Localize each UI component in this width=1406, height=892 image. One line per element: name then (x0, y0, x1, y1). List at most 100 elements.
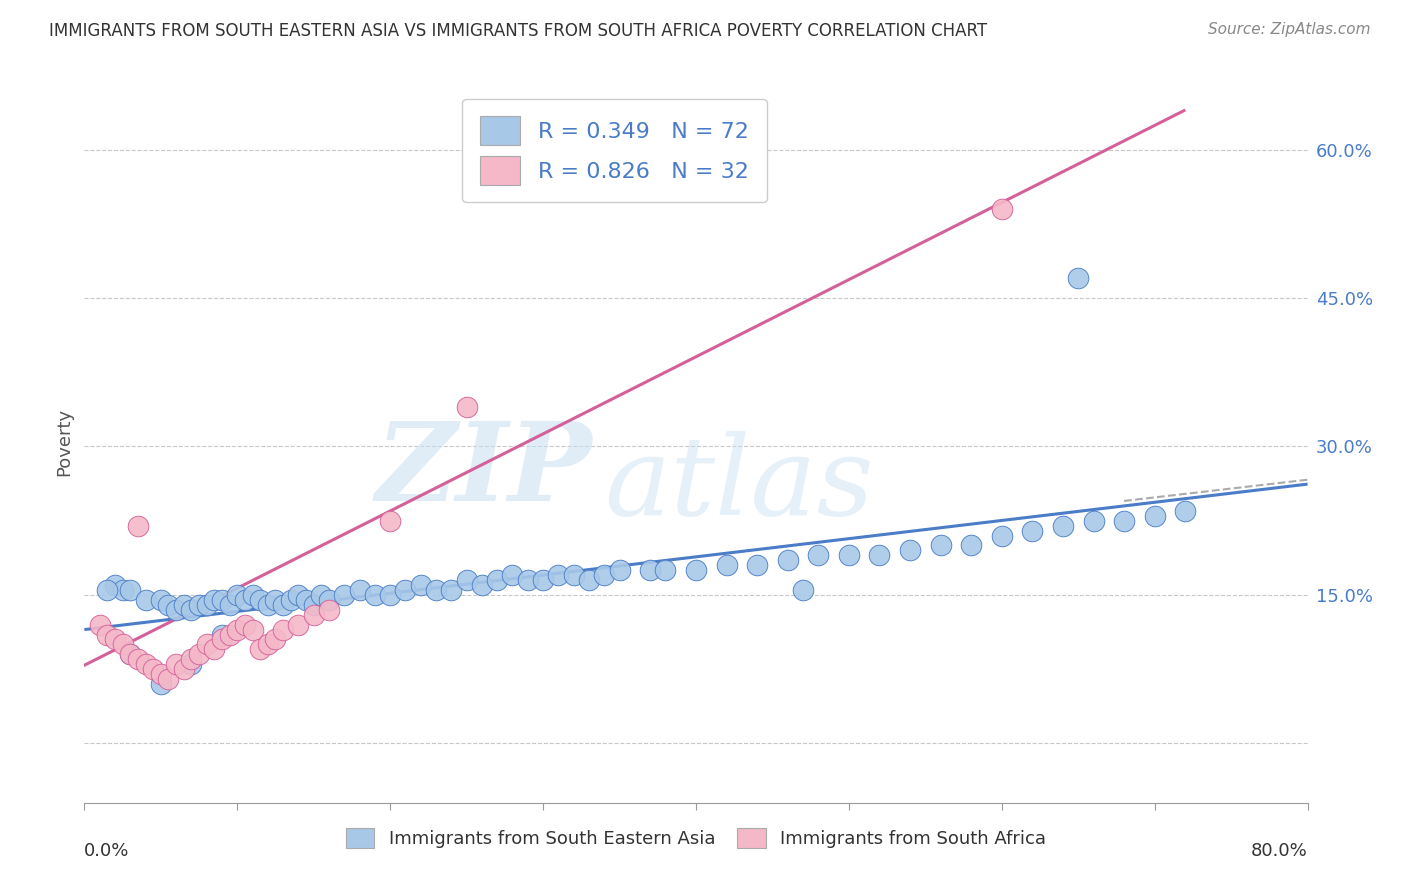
Point (180, 603, 202, 617)
Point (1114, 514, 1136, 528)
Point (104, 578, 127, 592)
Point (89, 617, 111, 632)
Point (173, 598, 195, 612)
Point (516, 573, 538, 587)
Point (409, 578, 432, 592)
Point (638, 563, 661, 577)
Point (233, 593, 256, 607)
Point (929, 539, 952, 553)
Point (838, 549, 860, 563)
Point (456, 400, 478, 414)
Point (531, 573, 554, 587)
Point (295, 593, 318, 607)
Point (271, 623, 294, 637)
Point (869, 549, 891, 563)
Point (249, 593, 271, 607)
Point (394, 582, 416, 597)
Point (149, 677, 172, 691)
Text: 80.0%: 80.0% (1251, 842, 1308, 860)
Point (96, 582, 118, 597)
Point (471, 578, 494, 592)
Point (218, 598, 240, 612)
Point (547, 568, 569, 582)
Point (120, 648, 142, 662)
Text: 0.0%: 0.0% (84, 842, 129, 860)
Point (440, 582, 463, 597)
Point (157, 598, 180, 612)
Point (211, 627, 233, 641)
Point (135, 657, 157, 672)
Point (792, 582, 814, 597)
Point (242, 588, 264, 602)
Point (380, 588, 402, 602)
Point (654, 563, 676, 577)
Point (776, 553, 799, 567)
Legend: Immigrants from South Eastern Asia, Immigrants from South Africa: Immigrants from South Eastern Asia, Immi… (339, 821, 1053, 855)
Point (380, 514, 402, 528)
Point (249, 642, 271, 657)
Point (180, 652, 202, 666)
Point (1052, 518, 1074, 533)
Point (280, 593, 302, 607)
Text: Source: ZipAtlas.com: Source: ZipAtlas.com (1208, 22, 1371, 37)
Point (202, 593, 225, 607)
Point (188, 598, 211, 612)
Point (287, 617, 309, 632)
Point (685, 563, 707, 577)
Text: ZIP: ZIP (375, 417, 592, 524)
Point (502, 568, 524, 582)
Text: IMMIGRANTS FROM SOUTH EASTERN ASIA VS IMMIGRANTS FROM SOUTH AFRICA POVERTY CORRE: IMMIGRANTS FROM SOUTH EASTERN ASIA VS IM… (49, 22, 987, 40)
Point (111, 637, 134, 651)
Text: atlas: atlas (605, 431, 875, 539)
Point (195, 637, 218, 651)
Point (991, 528, 1014, 542)
Point (562, 568, 585, 582)
Point (96, 627, 118, 641)
Point (1067, 271, 1090, 285)
Point (609, 563, 631, 577)
Point (264, 593, 287, 607)
Point (127, 518, 149, 533)
Point (456, 573, 478, 587)
Point (287, 588, 309, 602)
Point (486, 573, 509, 587)
Point (425, 582, 447, 597)
Point (242, 623, 264, 637)
Point (264, 632, 287, 647)
Point (593, 568, 616, 582)
Point (716, 558, 738, 573)
Point (157, 672, 180, 686)
Point (142, 662, 165, 676)
Point (1083, 514, 1105, 528)
Point (1143, 508, 1166, 523)
Point (302, 598, 325, 612)
Point (149, 593, 172, 607)
Point (364, 588, 387, 602)
Point (747, 558, 769, 573)
Point (120, 648, 142, 662)
Point (120, 582, 142, 597)
Point (211, 632, 233, 647)
Point (257, 637, 280, 651)
Point (226, 588, 249, 602)
Point (218, 627, 240, 641)
Point (180, 657, 202, 672)
Point (257, 598, 280, 612)
Y-axis label: Poverty: Poverty (55, 408, 73, 475)
Point (302, 607, 325, 622)
Point (349, 582, 371, 597)
Point (226, 623, 249, 637)
Point (195, 598, 218, 612)
Point (578, 573, 600, 587)
Point (960, 539, 983, 553)
Point (202, 642, 225, 657)
Point (1174, 504, 1197, 518)
Point (149, 667, 172, 681)
Point (318, 603, 340, 617)
Point (111, 582, 134, 597)
Point (991, 202, 1014, 216)
Point (165, 603, 187, 617)
Point (173, 662, 195, 676)
Point (211, 593, 233, 607)
Point (188, 648, 211, 662)
